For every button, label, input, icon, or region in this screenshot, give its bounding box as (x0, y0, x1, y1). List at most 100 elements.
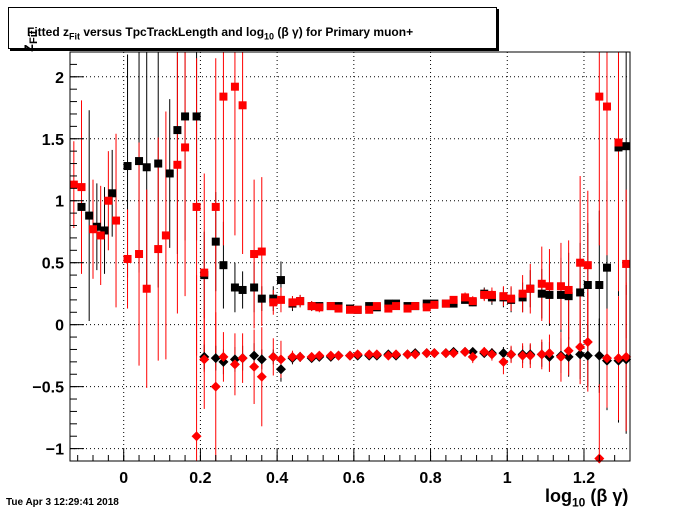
data-point-square (135, 157, 144, 166)
data-point-square (353, 305, 362, 314)
data-point-diamond (256, 371, 267, 382)
data-point-diamond (506, 349, 517, 360)
data-point-square (334, 304, 343, 313)
data-point-square (384, 299, 393, 308)
data-point-square (372, 302, 381, 311)
data-point-square (499, 292, 508, 301)
data-point-diamond (498, 356, 509, 367)
y-tick-label: 0.5 (42, 256, 64, 273)
data-point-diamond (517, 350, 528, 361)
data-point-square (614, 138, 623, 147)
x-tick-label: 0.4 (266, 470, 288, 487)
data-point-diamond (229, 359, 240, 370)
y-axis-label: zFit (20, 30, 41, 52)
data-point-square (564, 292, 573, 301)
data-point-square (165, 169, 174, 178)
plot-frame (69, 51, 631, 462)
data-point-diamond (460, 346, 471, 357)
y-tick-label: 2 (55, 70, 64, 87)
x-tick-label: 0 (119, 470, 128, 487)
data-point-square (307, 302, 316, 311)
data-point-diamond (249, 350, 260, 361)
grid-lines (70, 52, 630, 461)
data-point-square (85, 211, 94, 220)
data-point-square (257, 294, 266, 303)
data-point-square (296, 297, 305, 306)
data-point-diamond (314, 350, 325, 361)
data-point-square (238, 101, 247, 110)
data-point-square (468, 297, 477, 306)
data-point-square (123, 254, 132, 263)
data-point-square (403, 304, 412, 313)
data-point-square (77, 183, 86, 192)
y-tick-label: 0 (55, 318, 64, 335)
data-point-square (518, 289, 527, 298)
data-point-diamond (582, 350, 593, 361)
data-point-square (392, 302, 401, 311)
data-point-square (537, 279, 546, 288)
data-point-diamond (479, 346, 490, 357)
data-point-diamond (191, 431, 202, 442)
data-point-square (173, 126, 182, 135)
data-point-square (595, 92, 604, 101)
data-point-diamond (352, 349, 363, 360)
data-point-diamond (275, 364, 286, 375)
data-point-diamond (306, 351, 317, 362)
data-point-square (181, 112, 190, 121)
data-point-square (507, 294, 516, 303)
data-point-diamond (295, 351, 306, 362)
data-point-square (487, 290, 496, 299)
data-point-square (422, 303, 431, 312)
data-point-diamond (402, 349, 413, 360)
data-point-diamond (467, 351, 478, 362)
data-point-diamond (601, 353, 612, 364)
data-point-diamond (218, 351, 229, 362)
y-tick-label: −0.5 (32, 380, 64, 397)
data-point-square (326, 302, 335, 311)
data-point-square (250, 250, 259, 259)
data-point-square (211, 202, 220, 211)
data-point-square (614, 143, 623, 152)
y-tick-label: −1 (46, 442, 64, 459)
data-point-diamond (563, 351, 574, 362)
data-point-square (200, 268, 209, 277)
data-point-square (276, 295, 285, 304)
data-point-square (192, 202, 201, 211)
data-point-diamond (391, 349, 402, 360)
data-point-square (622, 259, 631, 268)
data-point-square (602, 102, 611, 111)
data-point-diamond (421, 348, 432, 359)
data-point-square (154, 159, 163, 168)
data-point-square (100, 226, 109, 235)
data-point-diamond (268, 351, 279, 362)
x-tick-label: 1 (503, 470, 512, 487)
data-point-square (583, 281, 592, 290)
data-point-square (69, 180, 78, 189)
data-point-square (192, 112, 201, 121)
data-point-diamond (410, 349, 421, 360)
error-bars (73, 52, 627, 461)
data-point-square (537, 289, 546, 298)
data-point-square (77, 202, 86, 211)
data-point-diamond (536, 349, 547, 360)
x-tick-label: 1.2 (573, 470, 595, 487)
data-point-diamond (371, 349, 382, 360)
data-point-square (583, 261, 592, 270)
data-point-diamond (582, 337, 593, 348)
data-point-square (595, 281, 604, 290)
data-point-diamond (440, 348, 451, 359)
data-point-square (154, 245, 163, 254)
data-point-square (622, 142, 631, 151)
data-point-square (104, 196, 113, 205)
data-point-square (315, 303, 324, 312)
x-tick-label: 0.6 (343, 470, 365, 487)
data-point-square (230, 283, 239, 292)
data-point-square (96, 231, 105, 240)
data-point-square (411, 302, 420, 311)
data-point-diamond (525, 350, 536, 361)
data-point-square (123, 162, 132, 171)
data-point-diamond (249, 361, 260, 372)
data-point-square (108, 189, 117, 198)
data-point-square (112, 216, 121, 225)
data-point-diamond (486, 349, 497, 360)
